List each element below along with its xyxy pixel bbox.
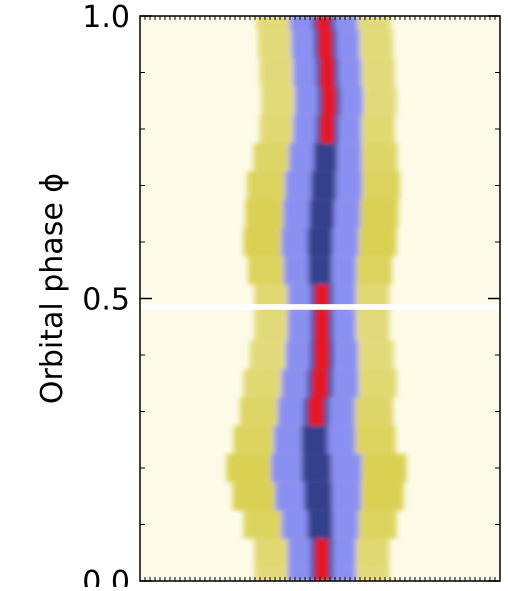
spectrum-row: [239, 397, 393, 426]
y-axis-label: Orbital phase ϕ: [35, 173, 70, 404]
axis-ticks: [139, 15, 501, 582]
spectrum-row: [232, 482, 404, 511]
spectrum-row: [243, 227, 397, 257]
spectrum-row: [256, 16, 392, 31]
spectrum-row: [247, 171, 401, 200]
axis-labels: Orbital phase ϕ 0.0 0.5 1.0: [35, 0, 130, 591]
spectrum-row: [233, 425, 396, 454]
spectrum-row: [243, 369, 397, 398]
dark-centre: [313, 143, 337, 172]
red-peak: [317, 16, 331, 31]
spectrum-row: [249, 340, 394, 370]
dark-centre: [301, 425, 328, 454]
spectrum-row: [245, 199, 399, 228]
y-tick-label: 0.5: [82, 283, 130, 318]
dark-centre: [304, 482, 332, 511]
y-tick-label: 1.0: [82, 0, 130, 35]
spectrum-row: [248, 256, 392, 285]
spectrum-row: [253, 143, 398, 172]
dark-centre: [309, 199, 335, 228]
red-peak: [315, 538, 329, 567]
red-peak: [315, 566, 329, 581]
red-peak: [309, 397, 324, 426]
spectrum-row: [254, 538, 390, 567]
spectrum-row: [257, 30, 393, 59]
spectrum-row: [243, 510, 397, 539]
red-peak: [322, 86, 336, 115]
red-peak: [320, 114, 334, 144]
spectrum-image: [226, 16, 407, 581]
red-peak: [318, 30, 332, 59]
dark-centre: [308, 256, 332, 285]
red-peak: [315, 312, 329, 341]
red-peak: [312, 369, 328, 398]
dark-centre: [307, 510, 333, 539]
spectrum-row: [261, 86, 397, 115]
spectrum-row: [254, 312, 390, 341]
red-peak: [320, 58, 334, 87]
spectrum-row: [259, 58, 395, 87]
spectrum-row: [259, 114, 395, 144]
data-gap-stripe: [140, 304, 500, 310]
red-peak: [314, 340, 329, 370]
dark-centre: [302, 453, 331, 483]
spectrum-row: [226, 453, 407, 483]
dark-centre: [307, 227, 333, 257]
plot-area: [140, 16, 500, 581]
dark-centre: [311, 171, 336, 200]
y-tick-label: 0.0: [82, 565, 130, 587]
